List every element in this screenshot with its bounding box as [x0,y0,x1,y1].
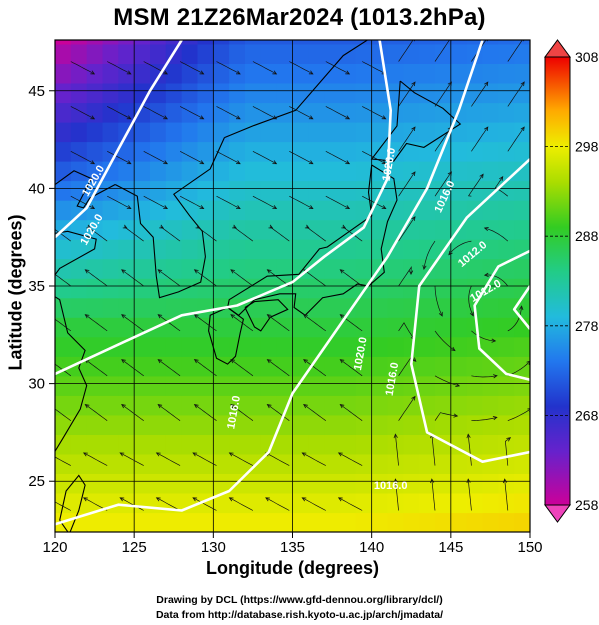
y-tick-label: 35 [28,278,45,295]
colorbar-tick-label: 298 [575,139,599,155]
x-tick-label: 145 [438,539,463,556]
x-tick-label: 130 [201,539,226,556]
temperature-field: 1020.0 1020.01020.01020.01016.01016.01016… [55,40,530,532]
colorbar-tick-label: 268 [575,407,599,423]
isobar-label: 1016.0 [374,480,408,492]
colorbar-top-triangle [544,39,571,58]
x-tick-label: 140 [359,539,384,556]
colorbar-tick-label: 288 [575,228,599,244]
colorbar-bottom-triangle [544,504,571,523]
credit-drawing: Drawing by DCL (https://www.gfd-dennou.o… [156,594,443,606]
colorbar-tick-label: 278 [575,318,599,334]
isobar-label: 1016.0 [384,362,402,397]
y-tick-label: 45 [28,83,45,100]
x-tick-label: 125 [122,539,147,556]
colorbar-tick-label: 258 [575,497,599,513]
x-axis-label: Longitude (degrees) [205,558,379,578]
y-tick-label: 40 [28,180,45,197]
x-tick-label: 120 [42,539,67,556]
isobar-label: 1016.0 [225,395,243,430]
y-axis-label: Latitude (degrees) [5,214,26,371]
credit-data-source: Data from http://database.rish.kyoto-u.a… [155,609,444,621]
isobar-label: 1020.0 [352,336,370,371]
y-tick-label: 25 [28,473,45,490]
x-tick-label: 150 [517,539,542,556]
isobar-label: 1020.0 [381,147,399,182]
x-tick-label: 135 [280,539,305,556]
colorbar: 258 268 278 288 298 308 [544,39,599,523]
colorbar-tick-label: 308 [575,49,599,65]
map-title: MSM 21Z26Mar2024 (1013.2hPa) [113,4,486,31]
x-axis: 120 125 130 135 140 145 150 [42,532,543,556]
y-tick-label: 30 [28,376,45,393]
y-axis: 25 30 35 40 45 [28,83,55,490]
